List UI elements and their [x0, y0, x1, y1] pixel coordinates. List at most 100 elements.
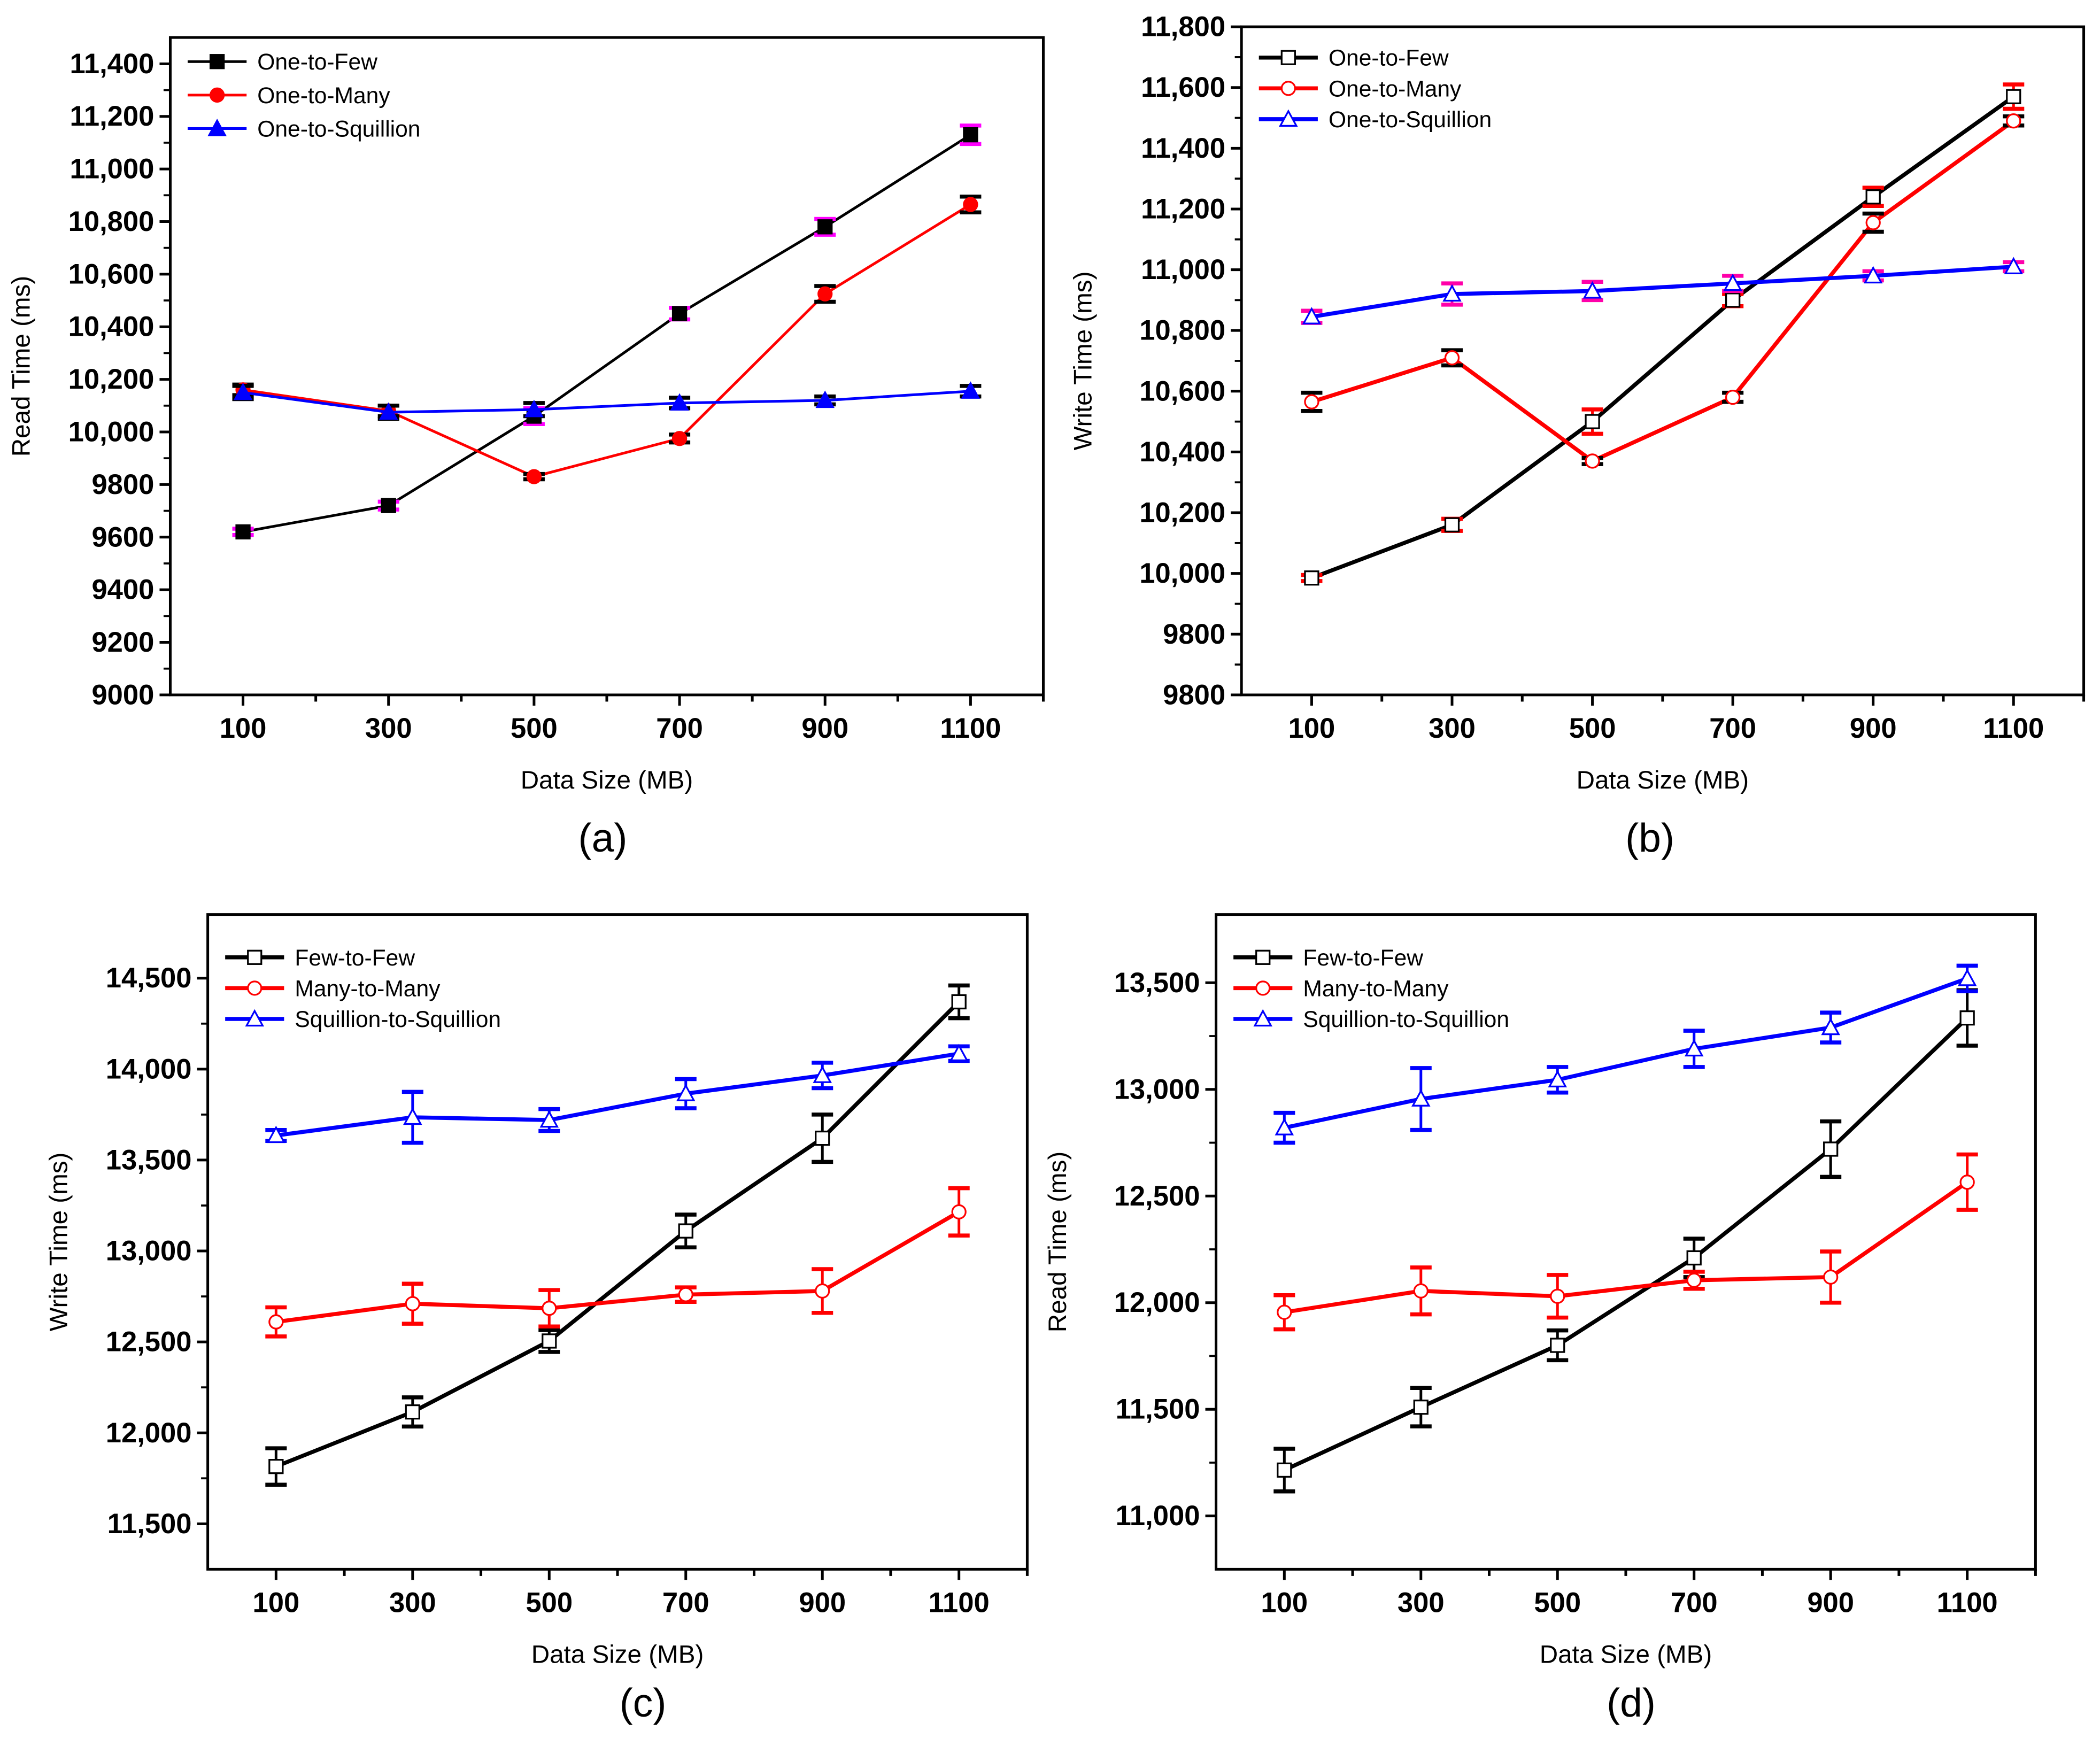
data-point — [1585, 453, 1600, 469]
data-point — [676, 1084, 696, 1101]
data-point — [1444, 350, 1460, 366]
data-point — [813, 1065, 832, 1083]
y-tick-label: 11,800 — [1141, 11, 1225, 43]
y-axis-label: Read Time (ms) — [7, 276, 35, 457]
data-point — [1444, 517, 1460, 532]
y-tick-label: 10,400 — [68, 311, 155, 343]
data-point — [1686, 1272, 1702, 1288]
x-tick-label: 900 — [801, 713, 848, 744]
data-point — [1302, 307, 1322, 325]
x-tick-label: 900 — [799, 1587, 846, 1619]
legend-label: Few-to-Few — [1303, 945, 1423, 971]
data-point — [678, 1223, 693, 1239]
chart-panel-a: 9000 9200 9400 9600 9800 10,000 10,200 10,400 10… — [7, 36, 1045, 860]
series-few-to-few — [1273, 988, 1978, 1494]
legend-label: One-to-Many — [1329, 76, 1462, 102]
y-axis-label: Read Time (ms) — [1044, 1152, 1072, 1332]
data-point — [1304, 570, 1319, 586]
y-tick-label: 9800 — [1163, 619, 1225, 650]
data-point — [268, 1459, 284, 1474]
x-tick-label: 100 — [220, 713, 267, 744]
x-tick-label: 700 — [656, 713, 703, 744]
data-point — [1277, 1304, 1292, 1320]
legend-label: Many-to-Many — [295, 976, 441, 1001]
y-tick-label: 13,000 — [1114, 1073, 1200, 1105]
x-tick-label: 500 — [526, 1587, 573, 1619]
series-one-to-few — [1301, 82, 2025, 586]
legend-label: One-to-Many — [257, 83, 390, 109]
x-tick-label: 100 — [1261, 1587, 1308, 1619]
chart-panel-c: 11,500 12,000 12,500 13,000 13,500 14,000 14,5… — [45, 913, 1029, 1725]
series-one-to-many — [1301, 113, 2025, 469]
data-point — [268, 1314, 284, 1330]
data-point — [963, 127, 978, 143]
series-squillion-to-squillion — [1273, 963, 1978, 1145]
data-point — [1684, 1039, 1704, 1057]
series-line — [1311, 95, 2015, 580]
series-line — [1311, 265, 2014, 319]
x-axis-label: Data Size (MB) — [1540, 1641, 1712, 1669]
legend-marker — [245, 1009, 265, 1027]
data-point — [1413, 1400, 1429, 1415]
data-point — [1725, 390, 1741, 405]
data-point — [1275, 1118, 1294, 1135]
data-point — [678, 1287, 693, 1302]
x-tick-label: 300 — [1429, 713, 1476, 744]
data-point — [1823, 1269, 1839, 1285]
series-many-to-many — [265, 1186, 970, 1339]
data-point — [815, 1130, 830, 1146]
y-tick-label: 11,200 — [1141, 193, 1225, 225]
chart-panel-b: 9800 9800 10,000 10,200 10,400 10,600 10,800 11… — [1069, 11, 2086, 860]
y-tick-label: 12,500 — [1114, 1180, 1200, 1212]
series-many-to-many — [1273, 1152, 1978, 1332]
data-point — [1550, 1288, 1565, 1304]
legend-label: Squillion-to-Squillion — [1303, 1007, 1509, 1032]
data-point — [542, 1301, 557, 1316]
data-point — [817, 286, 833, 302]
data-point — [815, 390, 835, 408]
legend-marker — [209, 54, 225, 69]
legend-label: One-to-Squillion — [257, 116, 420, 142]
data-point — [2004, 257, 2024, 275]
chart-panel-d: 11,000 11,500 12,000 12,500 13,000 13,500 100 3… — [1044, 913, 2037, 1725]
legend-marker — [207, 119, 227, 136]
legend-label: Many-to-Many — [1303, 976, 1449, 1001]
data-point — [405, 1404, 420, 1420]
x-tick-label: 100 — [1288, 713, 1335, 744]
x-tick-label: 700 — [1671, 1587, 1718, 1619]
y-tick-label: 11,000 — [70, 153, 154, 185]
data-point — [539, 1110, 559, 1128]
data-point — [963, 197, 978, 212]
data-point — [670, 393, 689, 411]
legend-marker — [247, 949, 262, 965]
data-point — [1548, 1070, 1568, 1087]
series-line — [243, 390, 971, 414]
series-line — [275, 1000, 961, 1469]
data-point — [1865, 189, 1881, 205]
y-tick-label: 10,000 — [68, 416, 155, 448]
data-point — [1823, 1141, 1839, 1157]
data-point — [266, 1125, 286, 1144]
y-tick-label: 9200 — [91, 627, 154, 658]
data-point — [1686, 1250, 1702, 1266]
panel-caption: (a) — [578, 815, 628, 860]
data-point — [1304, 394, 1319, 410]
y-tick-label: 14,500 — [106, 962, 192, 994]
data-point — [1957, 968, 1977, 986]
x-tick-label: 1100 — [929, 1587, 990, 1619]
y-tick-label: 10,600 — [68, 258, 155, 290]
data-point — [1585, 414, 1600, 429]
y-tick-label: 10,600 — [1139, 375, 1225, 407]
data-point — [1959, 1175, 1975, 1190]
x-tick-label: 300 — [365, 713, 412, 744]
series-one-to-squillion — [232, 381, 982, 421]
series-one-to-squillion — [1301, 257, 2025, 325]
series-line — [1284, 976, 1968, 1130]
series-one-to-few — [232, 123, 982, 540]
x-tick-label: 1100 — [940, 713, 1001, 744]
legend-label: One-to-Few — [1329, 45, 1449, 71]
panel-caption: (c) — [620, 1680, 667, 1725]
y-tick-label: 14,000 — [106, 1053, 192, 1085]
y-tick-label: 9600 — [91, 521, 154, 553]
